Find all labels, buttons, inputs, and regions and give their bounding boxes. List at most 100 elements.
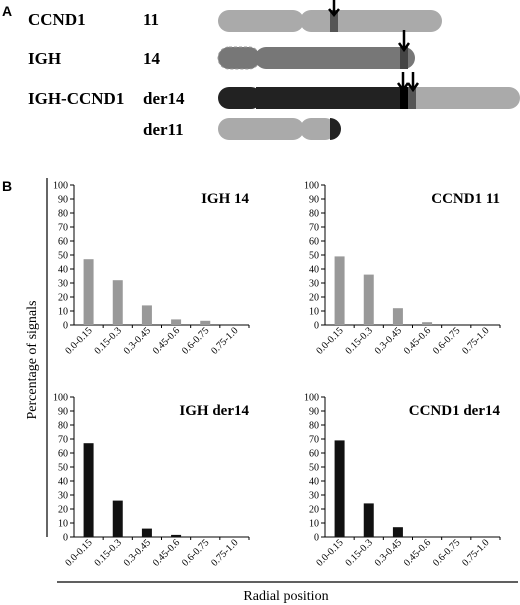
y-tick-label: 40 (58, 265, 68, 276)
x-tick-label: 0.3-0.45 (373, 537, 404, 568)
y-tick-label: 80 (309, 209, 319, 220)
y-tick-label: 90 (309, 407, 319, 418)
y-tick-label: 30 (309, 491, 319, 502)
row2-gene-label: IGH (28, 49, 61, 68)
y-tick-label: 0 (63, 533, 68, 544)
x-tick-label: 0.75-1.0 (209, 325, 240, 356)
chart-2: 01020304050607080901000.0-0.150.15-0.30.… (53, 393, 250, 569)
bar-0 (83, 259, 94, 325)
row3-gene-label: IGH-CCND1 (28, 89, 124, 108)
y-axis-label: Percentage of signals (25, 301, 40, 420)
y-tick-label: 50 (309, 251, 319, 262)
bar-0 (83, 443, 94, 537)
x-tick-label: 0.15-0.3 (93, 325, 124, 356)
y-tick-label: 90 (309, 195, 319, 206)
bar-1 (112, 280, 123, 325)
y-tick-label: 100 (53, 181, 68, 192)
y-tick-label: 0 (314, 533, 319, 544)
y-tick-label: 20 (309, 505, 319, 516)
x-tick-label: 0.45-0.6 (151, 325, 182, 356)
x-tick-label: 0.75-1.0 (460, 537, 491, 568)
y-tick-label: 30 (58, 279, 68, 290)
x-tick-label: 0.6-0.75 (431, 325, 462, 356)
x-tick-label: 0.6-0.75 (180, 325, 211, 356)
y-tick-label: 20 (309, 293, 319, 304)
igh-arrow-icon (397, 30, 411, 53)
chromosome-11 (218, 0, 442, 32)
charts-group: 01020304050607080901000.0-0.150.15-0.30.… (53, 181, 501, 569)
y-tick-label: 100 (53, 393, 68, 404)
chart-3: 01020304050607080901000.0-0.150.15-0.30.… (304, 393, 501, 569)
y-tick-label: 10 (309, 307, 319, 318)
y-tick-label: 10 (309, 519, 319, 530)
y-tick-label: 40 (58, 477, 68, 488)
x-tick-label: 0.6-0.75 (431, 537, 462, 568)
x-tick-label: 0.75-1.0 (209, 537, 240, 568)
x-tick-label: 0.15-0.3 (93, 537, 124, 568)
der14-arrow-1-icon (396, 72, 410, 93)
y-tick-label: 70 (58, 223, 68, 234)
y-tick-label: 70 (58, 435, 68, 446)
y-tick-label: 50 (309, 463, 319, 474)
y-tick-label: 40 (309, 265, 319, 276)
der14-arrow-2-icon (406, 72, 420, 93)
row2-chrom-label: 14 (143, 49, 161, 68)
x-tick-label: 0.15-0.3 (344, 537, 375, 568)
y-tick-label: 60 (58, 237, 68, 248)
y-tick-label: 50 (58, 463, 68, 474)
chart-title: IGH 14 (201, 191, 249, 207)
x-tick-label: 0.3-0.45 (373, 325, 404, 356)
der14-ccnd1-marker (408, 87, 416, 109)
bar-1 (112, 500, 123, 537)
y-tick-label: 80 (309, 421, 319, 432)
y-tick-label: 100 (304, 393, 319, 404)
y-tick-label: 0 (63, 321, 68, 332)
bar-1 (363, 274, 374, 325)
bar-4 (200, 320, 211, 325)
y-tick-label: 20 (58, 293, 68, 304)
der14-igh-marker (400, 87, 408, 109)
bar-2 (141, 305, 152, 325)
x-tick-label: 0.15-0.3 (344, 325, 375, 356)
y-tick-label: 70 (309, 223, 319, 234)
y-tick-label: 100 (304, 181, 319, 192)
bar-2 (141, 528, 152, 537)
bar-3 (171, 319, 182, 325)
x-tick-label: 0.0-0.15 (314, 537, 345, 568)
x-tick-label: 0.45-0.6 (151, 537, 182, 568)
igh-locus-marker (400, 47, 408, 69)
chart-title: CCND1 11 (431, 191, 500, 207)
x-tick-label: 0.45-0.6 (402, 325, 433, 356)
y-tick-label: 10 (58, 307, 68, 318)
chart-0: 01020304050607080901000.0-0.150.15-0.30.… (53, 181, 250, 357)
y-tick-label: 80 (58, 421, 68, 432)
x-tick-label: 0.3-0.45 (122, 325, 153, 356)
y-tick-label: 40 (309, 477, 319, 488)
y-tick-label: 0 (314, 321, 319, 332)
panel-b-letter: B (2, 178, 12, 194)
ccnd1-arrow-icon (328, 0, 340, 17)
y-tick-label: 10 (58, 519, 68, 530)
y-tick-label: 80 (58, 209, 68, 220)
y-tick-label: 30 (309, 279, 319, 290)
chromosome-14 (217, 30, 415, 70)
y-tick-label: 90 (58, 195, 68, 206)
bar-0 (334, 256, 345, 325)
x-tick-label: 0.45-0.6 (402, 537, 433, 568)
x-tick-label: 0.0-0.15 (63, 537, 94, 568)
chart-title: IGH der14 (179, 403, 249, 419)
x-tick-label: 0.0-0.15 (63, 325, 94, 356)
chart-1: 01020304050607080901000.0-0.150.15-0.30.… (304, 181, 501, 357)
ccnd1-locus-marker (330, 10, 338, 32)
y-tick-label: 60 (309, 449, 319, 460)
y-tick-label: 60 (309, 237, 319, 248)
x-tick-label: 0.3-0.45 (122, 537, 153, 568)
y-tick-label: 90 (58, 407, 68, 418)
x-axis-label: Radial position (243, 589, 328, 604)
chromosome-der14 (218, 72, 520, 109)
bar-3 (422, 322, 433, 325)
bar-1 (363, 503, 374, 537)
x-tick-label: 0.75-1.0 (460, 325, 491, 356)
row1-gene-label: CCND1 (28, 10, 86, 29)
